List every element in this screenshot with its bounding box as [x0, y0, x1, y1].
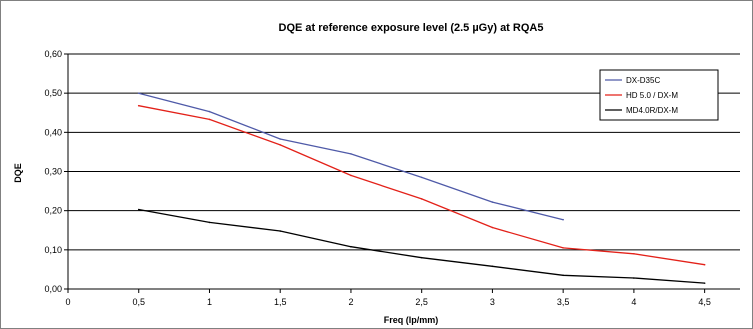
x-axis-title: Freq (lp/mm) [384, 315, 439, 325]
data-point [491, 201, 494, 203]
data-point [279, 144, 282, 146]
data-point [420, 198, 423, 200]
data-point [491, 226, 494, 229]
data-point [137, 104, 140, 107]
data-point [137, 92, 140, 94]
legend-label: DX-D35C [626, 76, 660, 85]
x-tick-label: 1,5 [274, 297, 287, 307]
data-point [633, 252, 635, 255]
data-point [562, 247, 564, 249]
y-axis-title: DQE [13, 163, 23, 183]
y-tick-label: 0,20 [44, 206, 62, 216]
legend-label: MD4.0R/DX-M [626, 106, 678, 115]
chart-title: DQE at reference exposure level (2.5 µGy… [279, 22, 544, 34]
data-point [491, 265, 494, 268]
x-tick-label: 3,5 [557, 297, 570, 307]
y-tick-label: 0,60 [44, 49, 62, 59]
legend: DX-D35C HD 5.0 / DX-M MD4.0R/DX-M [599, 69, 719, 121]
x-tick-label: 0,5 [132, 297, 145, 307]
y-tick-label: 0,40 [44, 127, 62, 137]
data-point [562, 274, 564, 277]
data-point [279, 230, 282, 232]
x-tick-label: 2,5 [415, 297, 428, 307]
y-tick-label: 0,00 [44, 284, 62, 294]
data-point [208, 118, 211, 121]
legend-label: HD 5.0 / DX-M [626, 91, 678, 100]
data-point [350, 174, 352, 177]
data-point [350, 153, 352, 155]
axis-layer: 0,00 0,10 0,20 0,30 0,40 0,50 0,60 0 0,5 1 1,5 2 2,5… [44, 49, 740, 307]
data-point [703, 263, 706, 266]
data-point [633, 277, 635, 279]
data-point [137, 208, 140, 211]
y-tick-label: 0,30 [44, 167, 62, 177]
y-tick-label: 0,50 [44, 88, 62, 98]
x-tick-label: 2 [348, 297, 353, 307]
x-tick-label: 4 [631, 297, 636, 307]
data-point [562, 218, 564, 221]
data-point [350, 245, 352, 248]
x-tick-label: 0 [65, 297, 70, 307]
x-tick-label: 1 [207, 297, 212, 307]
data-point [208, 221, 211, 224]
data-point [420, 176, 423, 179]
data-point [703, 282, 706, 284]
y-tick-label: 0,10 [44, 245, 62, 255]
series-layer [137, 92, 706, 284]
data-point [420, 256, 423, 259]
data-point [208, 110, 211, 113]
x-tick-label: 4,5 [698, 297, 711, 307]
x-tick-label: 3 [490, 297, 495, 307]
data-point [279, 138, 282, 140]
